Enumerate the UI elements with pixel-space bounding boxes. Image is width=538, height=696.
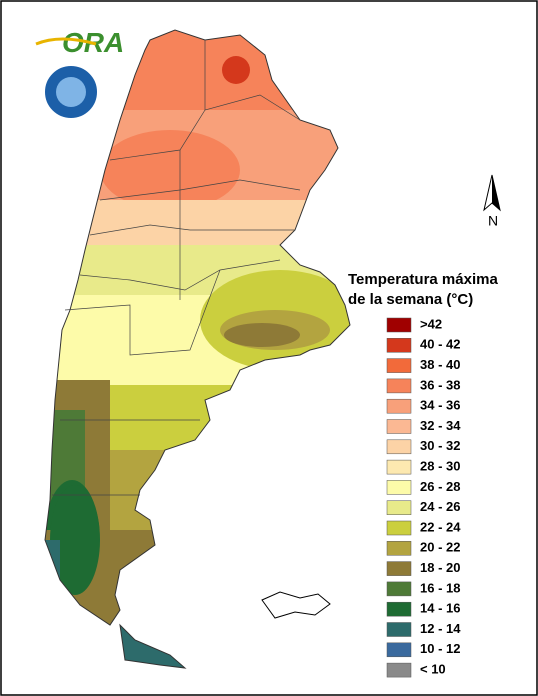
country-outline [44, 29, 351, 626]
legend-swatch [386, 459, 412, 475]
emblem-inner [56, 77, 86, 107]
legend-label: 20 - 22 [420, 540, 460, 555]
legend-label: 22 - 24 [420, 519, 461, 534]
legend-label: 28 - 30 [420, 459, 460, 474]
legend-swatch [386, 480, 412, 495]
legend-title: Temperatura máxima [348, 271, 498, 288]
legend-swatch [386, 561, 412, 576]
legend-swatch [386, 581, 412, 597]
legend-label: 14 - 16 [420, 601, 460, 616]
legend-label: < 10 [420, 662, 446, 677]
legend-swatch [386, 419, 412, 434]
legend-label: 32 - 34 [420, 418, 461, 433]
north-label: N [488, 213, 498, 229]
legend-swatch [386, 500, 412, 515]
legend: >42 40 - 42 38 - 40 36 - 38 34 - 36 32 - 34 30… [386, 316, 461, 678]
legend-swatch [386, 622, 412, 637]
legend-swatch [386, 541, 412, 556]
legend-label: 10 - 12 [420, 641, 460, 656]
legend-swatch [386, 398, 412, 414]
province-borders [52, 40, 301, 496]
legend-label: >42 [420, 316, 442, 331]
legend-swatch [386, 317, 412, 333]
legend-label: 38 - 40 [420, 357, 460, 372]
legend-label: 36 - 38 [420, 377, 460, 392]
legend-swatch [386, 642, 412, 658]
legend-swatch [386, 378, 412, 394]
legend-label: 24 - 26 [420, 499, 460, 514]
legend-swatch [386, 520, 412, 536]
legend-label: 12 - 14 [420, 621, 461, 636]
legend-swatch [386, 439, 412, 455]
tierra-del-fuego [119, 623, 187, 669]
legend-swatch [386, 662, 412, 678]
legend-label: 16 - 18 [420, 580, 460, 595]
legend-title: de la semana (°C) [348, 291, 473, 308]
legend-swatch [386, 338, 412, 353]
logo-swoosh [35, 37, 97, 46]
legend-swatch [386, 601, 412, 617]
legend-label: 40 - 42 [420, 337, 460, 352]
north-arrow-fill [492, 175, 500, 210]
legend-swatch [386, 358, 412, 373]
legend-label: 18 - 20 [420, 560, 460, 575]
legend-label: 30 - 32 [420, 438, 460, 453]
legend-label: 26 - 28 [420, 479, 460, 494]
malvinas [261, 591, 331, 619]
legend-label: 34 - 36 [420, 398, 460, 413]
